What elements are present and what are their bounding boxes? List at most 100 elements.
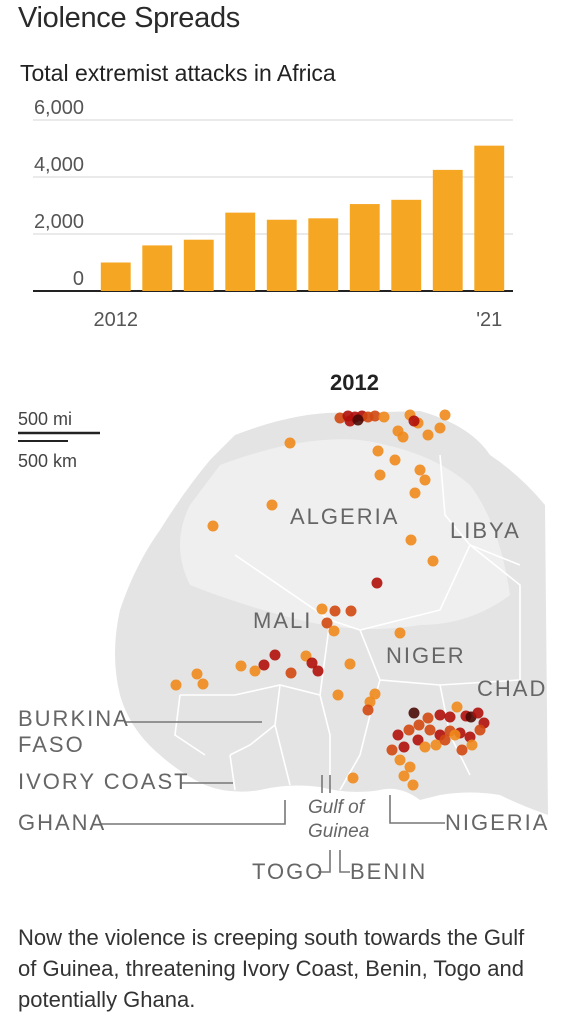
label-benin: BENIN bbox=[350, 859, 427, 884]
country-borders bbox=[174, 454, 521, 791]
attack-dot bbox=[394, 754, 406, 766]
attack-dot bbox=[344, 658, 356, 670]
attack-dot bbox=[404, 761, 416, 773]
attack-dot bbox=[369, 410, 381, 422]
attack-dot bbox=[412, 734, 424, 746]
attack-dot bbox=[434, 422, 446, 434]
attack-dot bbox=[439, 734, 451, 746]
bar-2015 bbox=[225, 212, 256, 291]
attack-dot bbox=[398, 770, 410, 782]
label-burkina: BURKINA bbox=[18, 706, 130, 731]
y-tick-label: 2,000 bbox=[34, 211, 84, 233]
bar-2020 bbox=[432, 169, 463, 291]
label-nigeria: NIGERIA bbox=[445, 810, 549, 835]
bar-2012 bbox=[100, 262, 131, 291]
label-chad: CHAD bbox=[477, 676, 547, 701]
attack-dot bbox=[347, 772, 359, 784]
label-libya: LIBYA bbox=[450, 518, 521, 543]
attack-dot bbox=[408, 707, 420, 719]
attack-dot bbox=[312, 665, 324, 677]
attack-dot bbox=[378, 411, 390, 423]
chart-title: Total extremist attacks in Africa bbox=[20, 60, 336, 86]
attack-dot bbox=[472, 707, 484, 719]
attack-dot bbox=[316, 603, 328, 615]
label-algeria: ALGERIA bbox=[290, 504, 399, 529]
attack-dot bbox=[344, 415, 356, 427]
attack-dot bbox=[321, 617, 333, 629]
attack-dot bbox=[413, 719, 425, 731]
attack-dot bbox=[374, 469, 386, 481]
attack-dot bbox=[306, 657, 318, 669]
bar-chart: 6,000 4,000 2,000 0 2012 '21 bbox=[33, 97, 513, 331]
attack-dot bbox=[409, 487, 421, 499]
attack-dot bbox=[422, 712, 434, 724]
bar-2019 bbox=[391, 199, 422, 291]
attack-dot bbox=[284, 437, 296, 449]
attack-dot bbox=[398, 741, 410, 753]
attack-dot bbox=[397, 431, 409, 443]
leader-lines bbox=[100, 721, 445, 873]
attack-dot bbox=[407, 779, 419, 791]
attack-dot bbox=[369, 688, 381, 700]
attack-dot bbox=[285, 667, 297, 679]
label-gulf-of: Gulf of bbox=[308, 797, 366, 818]
y-tick-label: 4,000 bbox=[34, 154, 84, 176]
y-tick-label: 6,000 bbox=[34, 97, 84, 119]
caption: Now the violence is creeping south towar… bbox=[18, 925, 525, 1012]
label-guinea: Guinea bbox=[308, 821, 369, 842]
attack-dot bbox=[269, 649, 281, 661]
attack-dot bbox=[170, 679, 182, 691]
scale-km: 500 km bbox=[18, 451, 77, 471]
attack-dot bbox=[427, 555, 439, 567]
desert-shade bbox=[180, 439, 510, 629]
label-mali: MALI bbox=[253, 608, 312, 633]
attack-dot bbox=[405, 534, 417, 546]
attack-dot bbox=[430, 739, 442, 751]
attack-dot bbox=[424, 724, 436, 736]
label-faso: FASO bbox=[18, 732, 85, 757]
label-ivory-coast: IVORY COAST bbox=[18, 769, 190, 794]
attack-dot bbox=[362, 704, 374, 716]
attack-dot bbox=[197, 678, 209, 690]
attack-dot bbox=[456, 744, 468, 756]
bar-2018 bbox=[349, 204, 380, 291]
x-tick-label: '21 bbox=[476, 309, 502, 331]
attack-dot bbox=[422, 429, 434, 441]
bar-2014 bbox=[183, 239, 214, 291]
map-year-label: 2012 bbox=[330, 370, 379, 395]
attack-dot bbox=[434, 709, 446, 721]
attack-dot bbox=[451, 701, 463, 713]
attack-dot bbox=[444, 711, 456, 723]
attack-map: 500 mi 500 km ALGERIA LIBYA MALI NIGER C… bbox=[18, 409, 549, 884]
attack-dot bbox=[345, 605, 357, 617]
attack-dot bbox=[389, 454, 401, 466]
attack-dot bbox=[191, 668, 203, 680]
attack-dot bbox=[419, 741, 431, 753]
label-niger: NIGER bbox=[386, 643, 466, 668]
attack-dot bbox=[414, 464, 426, 476]
attack-dot bbox=[235, 660, 247, 672]
attack-dots bbox=[170, 409, 490, 791]
attack-dot bbox=[419, 474, 431, 486]
attack-dot bbox=[449, 729, 461, 741]
attack-dot bbox=[403, 724, 415, 736]
bar-2016 bbox=[266, 219, 297, 291]
label-togo: TOGO bbox=[252, 859, 324, 884]
headline: Violence Spreads bbox=[18, 2, 240, 34]
y-tick-label: 0 bbox=[73, 268, 84, 290]
attack-dot bbox=[394, 627, 406, 639]
attack-dot bbox=[328, 625, 340, 637]
attack-dot bbox=[258, 659, 270, 671]
attack-dot bbox=[249, 665, 261, 677]
bar-2021 bbox=[474, 145, 505, 291]
scale-bar: 500 mi 500 km bbox=[18, 409, 100, 471]
attack-dot bbox=[266, 499, 278, 511]
attack-dot bbox=[474, 724, 486, 736]
x-tick-label: 2012 bbox=[94, 309, 139, 331]
attack-dot bbox=[371, 577, 383, 589]
attack-dot bbox=[408, 415, 420, 427]
attack-dot bbox=[466, 739, 478, 751]
attack-dot bbox=[372, 445, 384, 457]
bar-2013 bbox=[142, 245, 173, 291]
attack-dot bbox=[332, 689, 344, 701]
